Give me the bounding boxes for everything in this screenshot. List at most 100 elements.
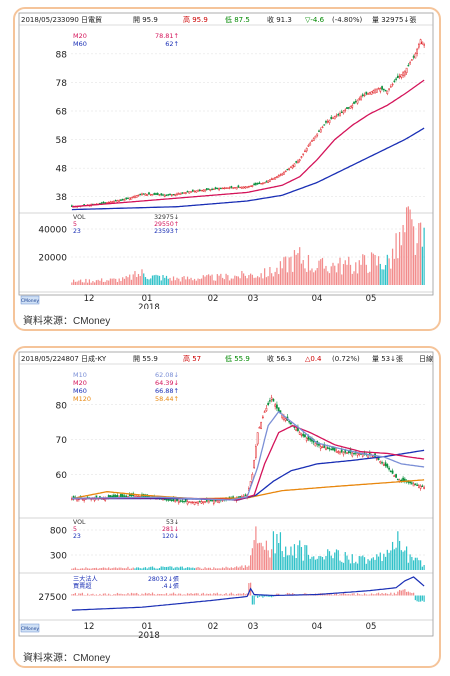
volume-bar <box>407 206 409 285</box>
volume-bar <box>411 219 413 285</box>
volume-bar <box>377 556 380 570</box>
volume-bar <box>125 568 127 570</box>
candle-body <box>368 92 371 95</box>
volume-bar <box>306 545 308 570</box>
candle-body <box>116 494 119 498</box>
inst-bar <box>211 594 213 596</box>
candle-body <box>356 453 359 456</box>
volume-bar <box>267 550 269 570</box>
candles <box>71 38 425 209</box>
candle-body <box>267 180 270 184</box>
inst-bar <box>181 594 183 596</box>
inst-bar <box>323 593 325 596</box>
volume-bar <box>80 568 82 570</box>
inst-bar <box>232 593 234 596</box>
volume-bar <box>255 526 257 570</box>
price-tick-label: 88 <box>56 50 68 60</box>
volume-bar <box>353 563 355 570</box>
volume-bar <box>369 560 371 570</box>
volume-bar <box>304 268 306 285</box>
volume-bar <box>402 224 404 285</box>
inst-bar <box>230 592 232 596</box>
candle-body <box>302 153 305 155</box>
inst-bar <box>409 592 411 596</box>
inst-bar <box>176 594 178 596</box>
volume-bar <box>379 263 381 285</box>
volume-bar <box>323 559 325 570</box>
volume-bar <box>386 549 388 570</box>
candle-body <box>358 453 361 455</box>
candle-body <box>255 446 257 458</box>
candle-body <box>183 500 185 503</box>
ma-legend-name: M60 <box>73 387 87 395</box>
candle-body <box>400 479 403 482</box>
candle-body <box>330 448 333 451</box>
candle-body <box>335 115 338 117</box>
header-close: 收 56.3 <box>267 354 292 363</box>
volume-bar <box>185 567 187 570</box>
volume-bar <box>314 559 317 570</box>
candle-body <box>386 464 389 468</box>
volume-bar <box>132 274 134 285</box>
volume-bar <box>346 264 348 285</box>
volume-bar <box>248 275 250 285</box>
volume-bar <box>300 546 303 570</box>
price-tick-label: 68 <box>56 108 68 118</box>
volume-bar <box>281 551 283 570</box>
volume-bar <box>302 260 304 285</box>
candle-body <box>181 500 184 502</box>
candle-body <box>325 447 327 450</box>
volume-bar <box>306 271 308 285</box>
candle-body <box>410 59 413 61</box>
volume-bar <box>362 254 364 285</box>
header-stock: 4807 日成-KY <box>61 354 107 363</box>
candle-body <box>276 176 278 179</box>
candle-body <box>298 159 301 162</box>
volume-bar <box>204 567 206 570</box>
volume-bar <box>239 566 241 570</box>
candle-body <box>106 202 108 204</box>
volume-bar <box>335 272 338 285</box>
candle-body <box>351 452 354 457</box>
volume-bar <box>409 209 411 285</box>
volume-bar <box>116 568 119 570</box>
inst-bar <box>342 592 345 596</box>
candle-body <box>237 185 240 188</box>
volume-bar <box>130 568 133 570</box>
volume-bar <box>199 279 201 285</box>
inst-bar <box>353 593 355 596</box>
x-tick-label: 01 <box>142 294 153 304</box>
volume-bar <box>362 555 364 570</box>
inst-bar <box>407 591 409 596</box>
volume-bar <box>176 566 178 570</box>
candle-body <box>321 446 324 449</box>
volume-bar <box>195 567 197 570</box>
candle-body <box>412 56 415 58</box>
ma-legend-name: M20 <box>73 379 87 387</box>
volume-bar <box>334 265 336 285</box>
candle-body <box>328 447 331 450</box>
inst-bar <box>241 593 243 596</box>
candle-body <box>326 121 329 123</box>
candle-body <box>135 195 138 198</box>
volume-bar <box>402 551 404 570</box>
volume-bar <box>342 562 345 570</box>
inst-bar <box>330 594 332 596</box>
inst-bar <box>251 595 253 605</box>
volume-bar <box>367 559 369 570</box>
candle-body <box>209 189 212 191</box>
volume-bars <box>71 206 425 285</box>
volume-bar <box>71 282 73 285</box>
volume-bar <box>269 267 271 285</box>
candle-body <box>298 432 301 435</box>
candle-body <box>339 113 341 116</box>
price-tick-label: 58 <box>56 136 68 146</box>
volume-bar <box>181 566 183 570</box>
volume-bar <box>155 568 157 570</box>
ma-legend-value: 62.08↓ <box>155 371 179 379</box>
candle-body <box>174 193 177 196</box>
volume-bar <box>190 277 192 285</box>
volume-bar <box>307 254 310 285</box>
volume-bar <box>83 282 85 285</box>
inst-bar <box>130 592 133 596</box>
